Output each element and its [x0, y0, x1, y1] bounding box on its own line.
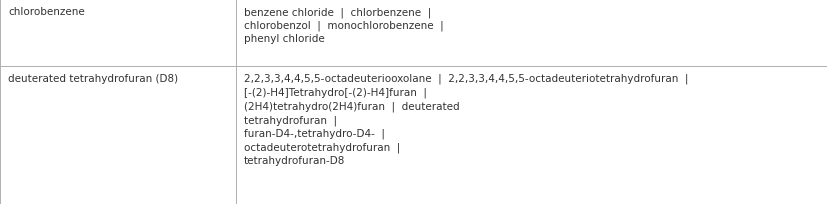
Text: benzene chloride  |  chlorbenzene  |
chlorobenzol  |  monochlorobenzene  |
pheny: benzene chloride | chlorbenzene | chloro… — [244, 7, 443, 44]
Bar — [0, 67, 236, 204]
Text: deuterated tetrahydrofuran (D8): deuterated tetrahydrofuran (D8) — [8, 74, 178, 84]
Bar — [236, 0, 827, 67]
Bar — [0, 0, 236, 67]
Text: 2,2,3,3,4,4,5,5-octadeuteriooxolane  |  2,2,3,3,4,4,5,5-octadeuteriotetrahydrofu: 2,2,3,3,4,4,5,5-octadeuteriooxolane | 2,… — [244, 74, 687, 165]
Text: chlorobenzene: chlorobenzene — [8, 7, 84, 17]
Bar — [236, 67, 827, 204]
